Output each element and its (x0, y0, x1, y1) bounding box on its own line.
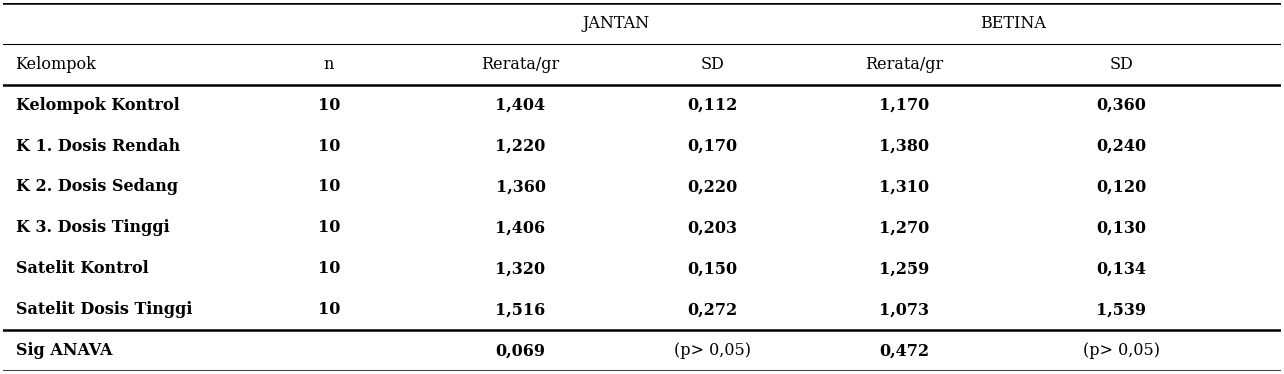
Text: 0,240: 0,240 (1097, 138, 1147, 154)
Text: 10: 10 (317, 138, 340, 154)
Text: Sig ANAVA: Sig ANAVA (15, 342, 112, 359)
Text: BETINA: BETINA (980, 15, 1045, 32)
Text: 0,272: 0,272 (687, 301, 737, 318)
Text: Kelompok Kontrol: Kelompok Kontrol (15, 96, 180, 114)
Text: 1,404: 1,404 (496, 96, 546, 114)
Text: K 3. Dosis Tinggi: K 3. Dosis Tinggi (15, 220, 169, 236)
Text: Kelompok: Kelompok (15, 56, 96, 73)
Text: 1,170: 1,170 (880, 96, 930, 114)
Text: n: n (324, 56, 334, 73)
Text: 0,360: 0,360 (1097, 96, 1147, 114)
Text: 10: 10 (317, 178, 340, 196)
Text: 0,120: 0,120 (1097, 178, 1147, 196)
Text: (p> 0,05): (p> 0,05) (674, 342, 751, 359)
Text: Satelit Dosis Tinggi: Satelit Dosis Tinggi (15, 301, 191, 318)
Text: 1,220: 1,220 (496, 138, 546, 154)
Text: 1,073: 1,073 (880, 301, 930, 318)
Text: 0,472: 0,472 (880, 342, 930, 359)
Text: 1,406: 1,406 (496, 220, 546, 236)
Text: (p> 0,05): (p> 0,05) (1082, 342, 1159, 359)
Text: 0,130: 0,130 (1097, 220, 1147, 236)
Text: 0,150: 0,150 (687, 260, 737, 278)
Text: Satelit Kontrol: Satelit Kontrol (15, 260, 148, 278)
Text: SD: SD (1109, 56, 1134, 73)
Text: 1,270: 1,270 (880, 220, 930, 236)
Text: Rerata/gr: Rerata/gr (865, 56, 944, 73)
Text: 1,360: 1,360 (496, 178, 546, 196)
Text: K 2. Dosis Sedang: K 2. Dosis Sedang (15, 178, 177, 196)
Text: 0,134: 0,134 (1097, 260, 1147, 278)
Text: 10: 10 (317, 301, 340, 318)
Text: 0,170: 0,170 (687, 138, 737, 154)
Text: 1,516: 1,516 (496, 301, 546, 318)
Text: 1,310: 1,310 (880, 178, 930, 196)
Text: JANTAN: JANTAN (583, 15, 650, 32)
Text: 1,320: 1,320 (496, 260, 546, 278)
Text: SD: SD (701, 56, 724, 73)
Text: 10: 10 (317, 260, 340, 278)
Text: 1,259: 1,259 (880, 260, 930, 278)
Text: 1,380: 1,380 (880, 138, 930, 154)
Text: 0,203: 0,203 (687, 220, 737, 236)
Text: K 1. Dosis Rendah: K 1. Dosis Rendah (15, 138, 180, 154)
Text: Rerata/gr: Rerata/gr (482, 56, 560, 73)
Text: 0,220: 0,220 (687, 178, 737, 196)
Text: 0,112: 0,112 (687, 96, 737, 114)
Text: 1,539: 1,539 (1097, 301, 1147, 318)
Text: 10: 10 (317, 220, 340, 236)
Text: 0,069: 0,069 (496, 342, 546, 359)
Text: 10: 10 (317, 96, 340, 114)
